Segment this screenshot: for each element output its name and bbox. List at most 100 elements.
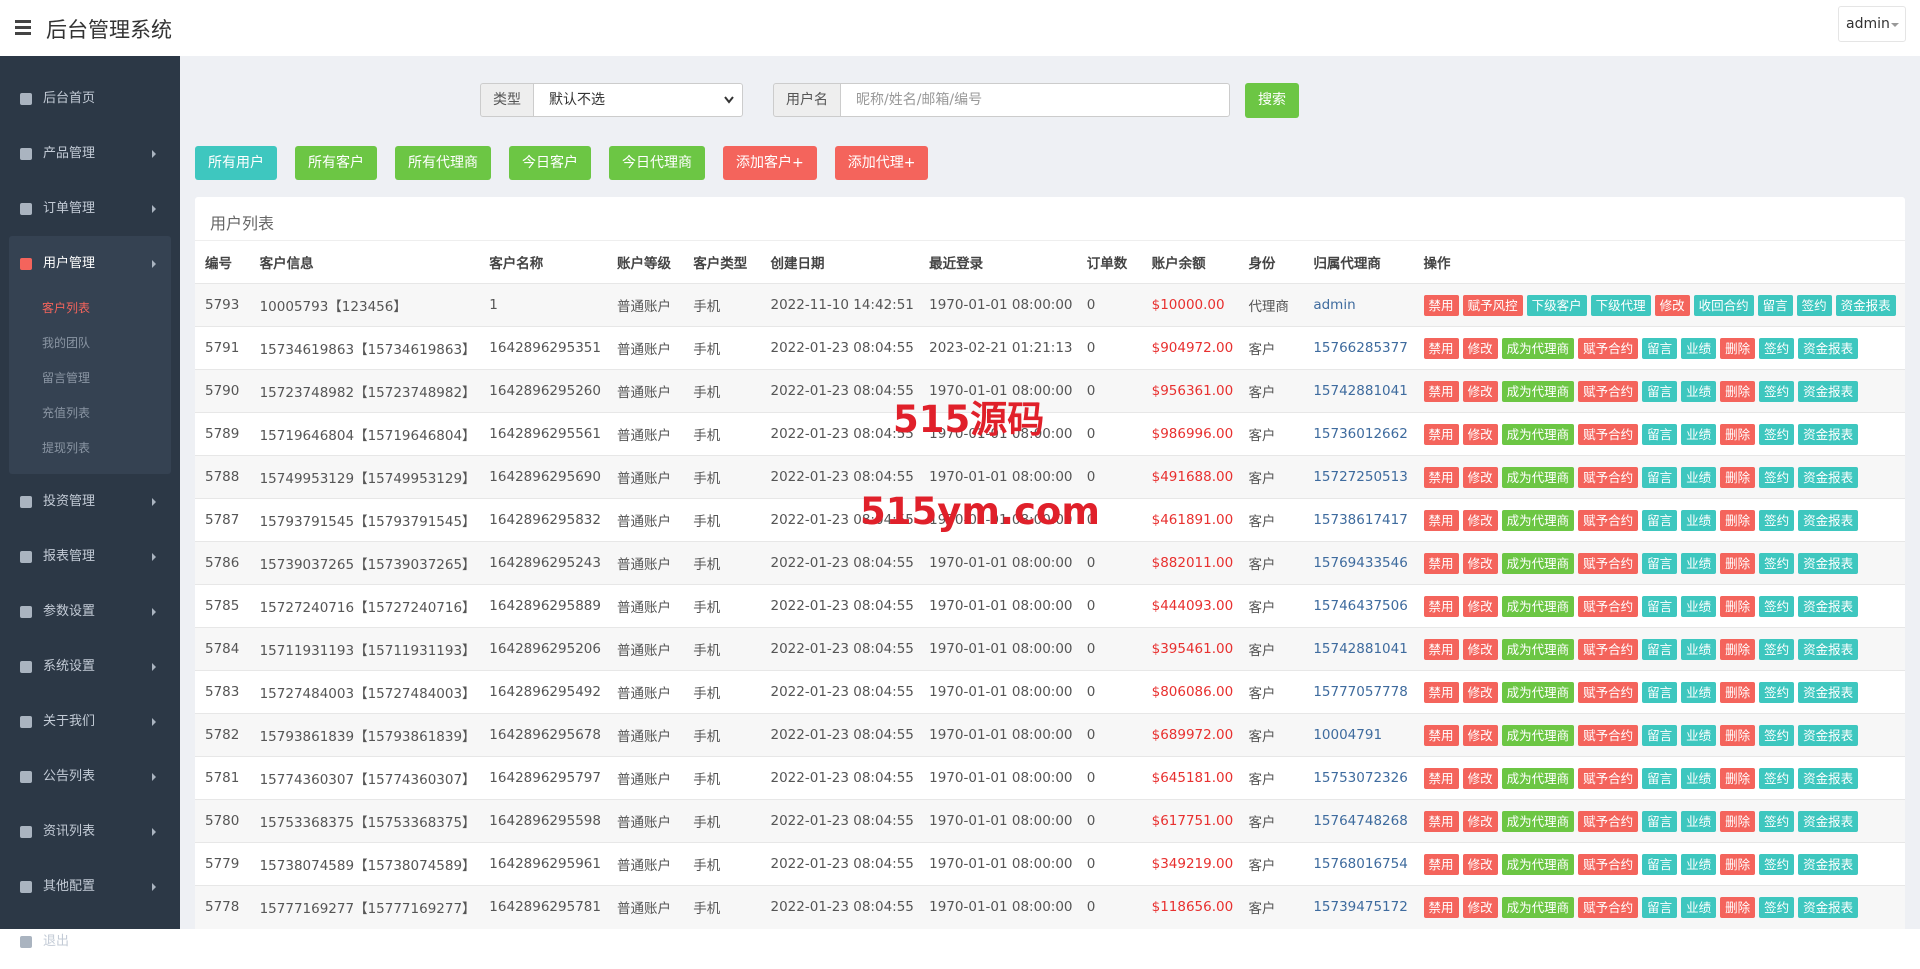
table-cell[interactable]: 15764748268 bbox=[1303, 799, 1414, 843]
action-button[interactable]: 签约 bbox=[1759, 552, 1795, 574]
menu-item[interactable]: 系统设置 bbox=[0, 639, 180, 694]
menu-item[interactable]: 公告列表 bbox=[0, 749, 180, 804]
action-button[interactable]: 资金报表 bbox=[1798, 595, 1859, 617]
action-button[interactable]: 资金报表 bbox=[1798, 638, 1859, 660]
action-button[interactable]: 禁用 bbox=[1423, 380, 1459, 402]
action-button[interactable]: 成为代理商 bbox=[1501, 337, 1575, 359]
action-button[interactable]: 签约 bbox=[1759, 595, 1795, 617]
action-button[interactable]: 赋予合约 bbox=[1578, 423, 1639, 445]
action-button[interactable]: 签约 bbox=[1759, 896, 1795, 918]
action-button[interactable]: 赋予合约 bbox=[1578, 509, 1639, 531]
action-button[interactable]: 赋予合约 bbox=[1578, 466, 1639, 488]
action-button[interactable]: 修改 bbox=[1462, 337, 1498, 359]
action-button[interactable]: 修改 bbox=[1462, 638, 1498, 660]
action-button[interactable]: 删除 bbox=[1720, 724, 1756, 746]
action-button[interactable]: 修改 bbox=[1462, 724, 1498, 746]
action-button[interactable]: 留言 bbox=[1642, 466, 1678, 488]
submenu-item[interactable]: 我的团队 bbox=[42, 336, 91, 350]
action-button[interactable]: 业绩 bbox=[1681, 853, 1717, 875]
table-cell[interactable]: 15742881041 bbox=[1303, 369, 1414, 413]
action-button[interactable]: 成为代理商 bbox=[1501, 724, 1575, 746]
action-button[interactable]: 签约 bbox=[1759, 337, 1795, 359]
action-button[interactable]: 赋予合约 bbox=[1578, 724, 1639, 746]
action-button[interactable]: 资金报表 bbox=[1798, 466, 1859, 488]
action-button[interactable]: 禁用 bbox=[1423, 724, 1459, 746]
action-button[interactable]: 禁用 bbox=[1423, 810, 1459, 832]
action-button[interactable]: 删除 bbox=[1720, 552, 1756, 574]
action-button[interactable]: 业绩 bbox=[1681, 638, 1717, 660]
action-button[interactable]: 签约 bbox=[1759, 853, 1795, 875]
action-button[interactable]: 留言 bbox=[1642, 681, 1678, 703]
action-button[interactable]: 赋予合约 bbox=[1578, 810, 1639, 832]
action-button[interactable]: 修改 bbox=[1462, 595, 1498, 617]
action-button[interactable]: 赋予合约 bbox=[1578, 337, 1639, 359]
action-button[interactable]: 签约 bbox=[1759, 724, 1795, 746]
action-button[interactable]: 删除 bbox=[1720, 595, 1756, 617]
filter-button[interactable]: 今日代理商 bbox=[609, 146, 705, 180]
action-button[interactable]: 成为代理商 bbox=[1501, 638, 1575, 660]
search-button[interactable]: 搜索 bbox=[1245, 83, 1299, 118]
action-button[interactable]: 留言 bbox=[1642, 810, 1678, 832]
action-button[interactable]: 签约 bbox=[1759, 380, 1795, 402]
action-button[interactable]: 禁用 bbox=[1423, 466, 1459, 488]
action-button[interactable]: 成为代理商 bbox=[1501, 853, 1575, 875]
action-button[interactable]: 赋予合约 bbox=[1578, 380, 1639, 402]
table-cell[interactable]: 15753072326 bbox=[1303, 756, 1414, 800]
filter-button[interactable]: 所有客户 bbox=[295, 146, 377, 180]
action-button[interactable]: 签约 bbox=[1796, 294, 1832, 316]
table-cell[interactable]: 15736012662 bbox=[1303, 412, 1414, 456]
action-button[interactable]: 删除 bbox=[1720, 853, 1756, 875]
action-button[interactable]: 删除 bbox=[1720, 810, 1756, 832]
action-button[interactable]: 删除 bbox=[1720, 337, 1756, 359]
action-button[interactable]: 业绩 bbox=[1681, 552, 1717, 574]
table-cell[interactable]: 15769433546 bbox=[1303, 541, 1414, 585]
action-button[interactable]: 成为代理商 bbox=[1501, 466, 1575, 488]
menu-item[interactable]: 投资管理 bbox=[0, 474, 180, 529]
action-button[interactable]: 留言 bbox=[1642, 380, 1678, 402]
action-button[interactable]: 成为代理商 bbox=[1501, 681, 1575, 703]
action-button[interactable]: 业绩 bbox=[1681, 509, 1717, 531]
action-button[interactable]: 修改 bbox=[1462, 767, 1498, 789]
action-button[interactable]: 修改 bbox=[1462, 810, 1498, 832]
action-button[interactable]: 成为代理商 bbox=[1501, 767, 1575, 789]
action-button[interactable]: 签约 bbox=[1759, 638, 1795, 660]
action-button[interactable]: 赋予风控 bbox=[1462, 294, 1523, 316]
action-button[interactable]: 业绩 bbox=[1681, 724, 1717, 746]
action-button[interactable]: 资金报表 bbox=[1798, 380, 1859, 402]
action-button[interactable]: 业绩 bbox=[1681, 466, 1717, 488]
table-cell[interactable]: 15742881041 bbox=[1303, 627, 1414, 671]
submenu-item[interactable]: 充值列表 bbox=[42, 406, 91, 420]
action-button[interactable]: 资金报表 bbox=[1798, 509, 1859, 531]
action-button[interactable]: 留言 bbox=[1642, 896, 1678, 918]
action-button[interactable]: 留言 bbox=[1642, 767, 1678, 789]
action-button[interactable]: 删除 bbox=[1720, 466, 1756, 488]
type-select[interactable]: 默认不选 bbox=[533, 83, 743, 117]
action-button[interactable]: 删除 bbox=[1720, 423, 1756, 445]
action-button[interactable]: 赋予合约 bbox=[1578, 767, 1639, 789]
action-button[interactable]: 业绩 bbox=[1681, 380, 1717, 402]
action-button[interactable]: 留言 bbox=[1757, 294, 1793, 316]
menu-item[interactable]: 产品管理 bbox=[0, 126, 180, 181]
action-button[interactable]: 修改 bbox=[1462, 380, 1498, 402]
user-menu[interactable]: admin bbox=[1838, 6, 1906, 42]
action-button[interactable]: 修改 bbox=[1462, 681, 1498, 703]
menu-toggle[interactable] bbox=[15, 19, 31, 35]
action-button[interactable]: 修改 bbox=[1654, 294, 1690, 316]
action-button[interactable]: 资金报表 bbox=[1798, 724, 1859, 746]
filter-button[interactable]: 添加客户+ bbox=[723, 146, 817, 180]
action-button[interactable]: 签约 bbox=[1759, 681, 1795, 703]
table-cell[interactable]: 15727250513 bbox=[1303, 455, 1414, 499]
action-button[interactable]: 禁用 bbox=[1423, 337, 1459, 359]
action-button[interactable]: 修改 bbox=[1462, 423, 1498, 445]
action-button[interactable]: 资金报表 bbox=[1798, 896, 1859, 918]
action-button[interactable]: 成为代理商 bbox=[1501, 509, 1575, 531]
action-button[interactable]: 资金报表 bbox=[1798, 552, 1859, 574]
action-button[interactable]: 删除 bbox=[1720, 509, 1756, 531]
action-button[interactable]: 修改 bbox=[1462, 466, 1498, 488]
menu-item[interactable]: 用户管理 bbox=[9, 236, 171, 291]
menu-item[interactable]: 后台首页 bbox=[0, 71, 180, 126]
action-button[interactable]: 业绩 bbox=[1681, 896, 1717, 918]
action-button[interactable]: 删除 bbox=[1720, 380, 1756, 402]
action-button[interactable]: 资金报表 bbox=[1835, 294, 1896, 316]
action-button[interactable]: 留言 bbox=[1642, 853, 1678, 875]
